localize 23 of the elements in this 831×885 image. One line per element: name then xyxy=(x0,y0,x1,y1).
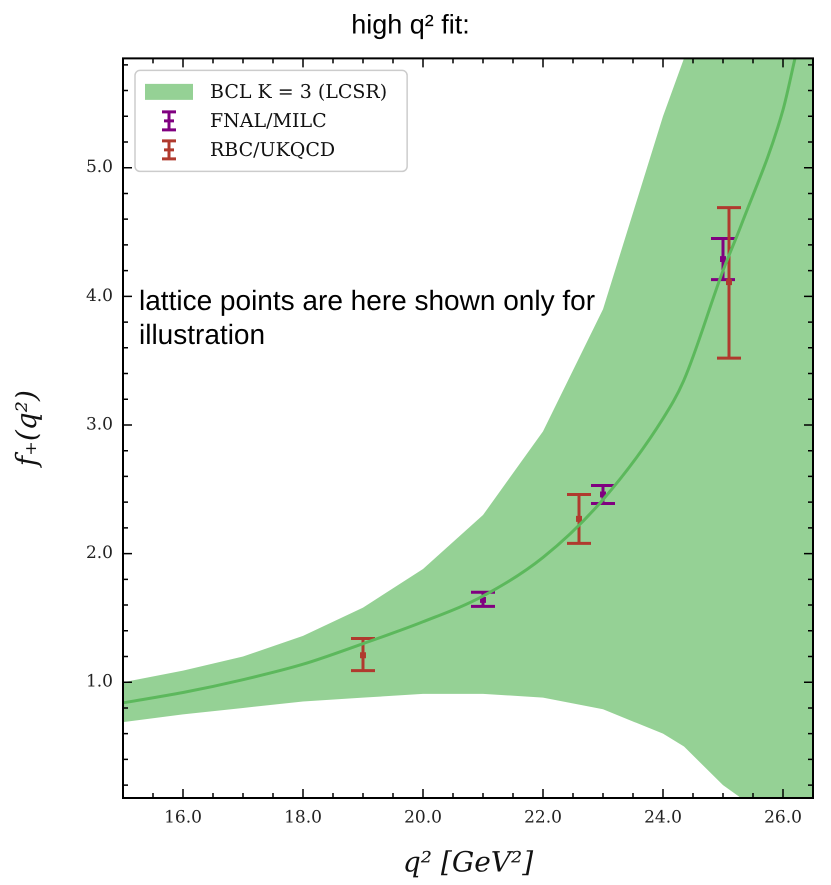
x-tick-label: 20.0 xyxy=(404,808,442,828)
legend-label: BCL K = 3 (LCSR) xyxy=(210,80,388,103)
y-tick-label: 3.0 xyxy=(86,414,113,434)
point xyxy=(576,516,582,522)
legend-label: RBC/UKQCD xyxy=(210,138,336,161)
point xyxy=(726,279,732,286)
point xyxy=(480,596,486,603)
chart-title: high q² fit: xyxy=(351,10,470,40)
y-tick-label: 5.0 xyxy=(86,157,113,178)
y-tick-label: 2.0 xyxy=(86,543,113,564)
y-axis-title: f₊(q²) xyxy=(10,390,44,468)
x-tick-label: 18.0 xyxy=(284,808,322,828)
y-tick-label: 4.0 xyxy=(86,286,113,306)
point xyxy=(720,256,726,262)
x-tick-label: 24.0 xyxy=(644,808,682,828)
annotation: lattice points are here shown only for illustration xyxy=(139,284,596,350)
x-tick-label: 16.0 xyxy=(164,808,202,828)
point xyxy=(360,652,366,658)
x-tick-label: 26.0 xyxy=(764,808,802,828)
x-axis-title: q² [GeV²] xyxy=(402,845,534,878)
y-tick-label: 1.0 xyxy=(86,672,113,692)
x-tick-label: 22.0 xyxy=(524,808,562,828)
legend-label: FNAL/MILC xyxy=(210,110,327,132)
